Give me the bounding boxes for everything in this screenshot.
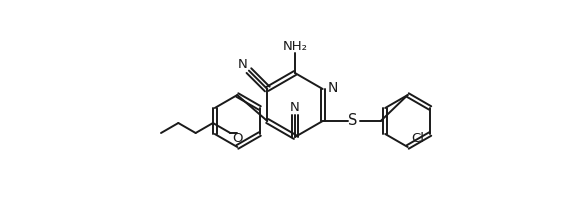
- Text: Cl: Cl: [412, 133, 425, 145]
- Text: O: O: [232, 133, 243, 145]
- Text: N: N: [237, 58, 247, 71]
- Text: N: N: [290, 102, 300, 114]
- Text: N: N: [328, 81, 338, 95]
- Text: NH₂: NH₂: [282, 39, 307, 53]
- Text: S: S: [348, 114, 357, 128]
